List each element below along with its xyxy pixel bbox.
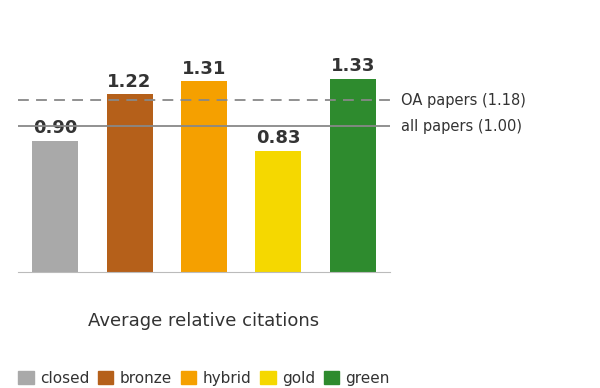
Legend: closed, bronze, hybrid, gold, green: closed, bronze, hybrid, gold, green <box>12 365 396 388</box>
Bar <box>32 141 78 272</box>
Text: 1.22: 1.22 <box>107 73 152 91</box>
Text: 1.33: 1.33 <box>331 57 375 75</box>
Bar <box>330 78 376 272</box>
Text: Average relative citations: Average relative citations <box>88 312 320 330</box>
Bar <box>256 151 301 272</box>
Bar <box>107 94 152 272</box>
Text: 1.31: 1.31 <box>182 60 226 78</box>
Text: 0.90: 0.90 <box>33 119 77 137</box>
Text: 0.83: 0.83 <box>256 130 301 147</box>
Text: all papers (1.00): all papers (1.00) <box>401 119 522 134</box>
Text: OA papers (1.18): OA papers (1.18) <box>401 93 526 108</box>
Bar <box>181 81 227 272</box>
